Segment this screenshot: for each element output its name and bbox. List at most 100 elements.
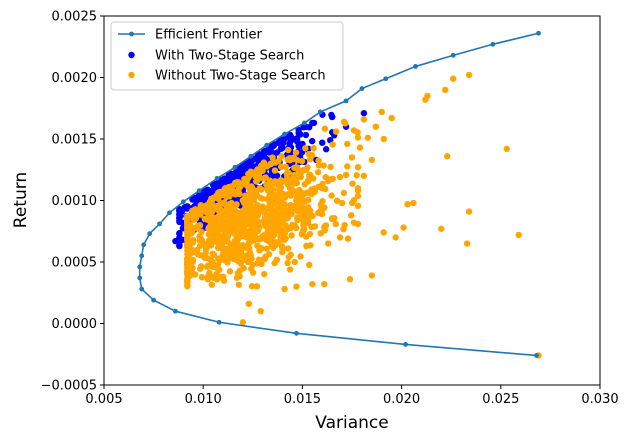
without-two-stage-point xyxy=(350,219,358,226)
with-two-stage-point xyxy=(178,207,185,214)
with-two-stage-point xyxy=(309,119,316,127)
without-two-stage-point xyxy=(248,283,256,290)
without-two-stage-point xyxy=(246,200,253,207)
without-two-stage-point xyxy=(380,135,387,143)
y-axis-ticks: −0.0005 0.0000 0.0005 0.0010 0.0015 0.0020 0.0… xyxy=(41,10,104,394)
without-two-stage-point xyxy=(205,207,213,214)
without-two-stage-point xyxy=(214,244,222,252)
without-two-stage-point xyxy=(239,319,247,326)
efficient-frontier-marker xyxy=(490,41,496,47)
without-two-stage-point xyxy=(294,216,301,224)
with-two-stage-point xyxy=(322,146,330,153)
legend-frontier-marker-icon xyxy=(129,31,134,37)
without-two-stage-point xyxy=(311,223,319,230)
efficient-frontier-marker xyxy=(317,109,323,115)
without-two-stage-point xyxy=(278,210,285,217)
with-two-stage-point xyxy=(360,109,368,117)
without-two-stage-point xyxy=(253,283,261,290)
without-two-stage-point xyxy=(283,215,291,222)
without-two-stage-point xyxy=(350,127,358,134)
efficient-frontier-marker xyxy=(359,86,365,91)
without-two-stage-point xyxy=(235,179,242,186)
without-two-stage-point xyxy=(248,265,255,273)
efficient-frontier-marker xyxy=(264,142,270,148)
legend-label-frontier: Efficient Frontier xyxy=(155,28,262,43)
without-two-stage-point xyxy=(304,164,311,171)
without-two-stage-point xyxy=(449,75,457,82)
y-axis-label: Return xyxy=(11,172,31,228)
with-two-stage-point xyxy=(302,131,310,139)
efficient-frontier-line xyxy=(138,32,539,357)
efficient-frontier-marker xyxy=(173,308,178,314)
without-two-stage-point xyxy=(277,163,285,170)
without-two-stage-point xyxy=(231,238,238,245)
with-two-stage-point xyxy=(308,137,316,145)
without-two-stage-point xyxy=(264,195,271,203)
efficient-frontier-marker xyxy=(294,330,299,336)
without-two-stage-point xyxy=(305,211,312,218)
without-two-stage-point xyxy=(261,270,268,278)
y-tick-label: 0.0005 xyxy=(52,256,98,271)
without-two-stage-point xyxy=(285,146,292,154)
efficient-frontier-marker xyxy=(214,175,220,181)
with-two-stage-point xyxy=(328,113,336,121)
without-two-stage-point xyxy=(260,159,268,166)
without-two-stage-point xyxy=(332,128,340,135)
without-two-stage-point xyxy=(275,157,282,165)
without-two-stage-point xyxy=(315,162,323,169)
without-two-stage-point xyxy=(315,157,322,164)
without-two-stage-point xyxy=(252,178,260,185)
without-two-stage-point xyxy=(279,248,286,256)
without-two-stage-point xyxy=(349,180,356,187)
without-two-stage-point xyxy=(442,86,449,94)
without-two-stage-point xyxy=(219,252,226,259)
efficient-frontier-marker xyxy=(196,188,202,194)
without-two-stage-point xyxy=(204,276,212,283)
without-two-stage-point xyxy=(256,184,263,192)
without-two-stage-point xyxy=(286,157,294,164)
without-two-stage-point xyxy=(282,222,289,229)
without-two-stage-point xyxy=(235,281,243,288)
efficient-frontier-marker xyxy=(536,30,541,36)
without-two-stage-point xyxy=(354,202,362,209)
without-two-stage-point xyxy=(258,260,265,268)
without-two-stage-point xyxy=(264,227,271,235)
without-two-stage-point xyxy=(184,240,191,248)
x-tick-label: 0.015 xyxy=(284,392,321,407)
without-two-stage-point xyxy=(210,237,217,245)
efficient-frontier-marker xyxy=(157,221,162,227)
without-two-stage-point xyxy=(211,231,219,239)
without-two-stage-point xyxy=(293,194,301,201)
without-two-stage-point xyxy=(276,215,283,223)
with-two-stage-point xyxy=(176,215,183,223)
without-two-stage-point xyxy=(503,145,510,153)
without-two-stage-point xyxy=(197,265,204,272)
without-two-stage-point xyxy=(321,223,328,230)
with-two-stage-point xyxy=(319,139,326,146)
with-two-stage-point xyxy=(209,187,216,195)
without-two-stage-point xyxy=(288,232,295,239)
without-two-stage-point xyxy=(308,151,316,159)
legend-box xyxy=(110,21,344,91)
without-two-stage-point xyxy=(270,186,277,193)
without-two-stage-point xyxy=(269,159,277,166)
without-two-stage-point xyxy=(309,280,316,288)
without-two-stage-point xyxy=(321,125,329,132)
without-two-stage-point xyxy=(184,233,191,241)
without-two-stage-point xyxy=(271,167,279,174)
without-two-stage-point xyxy=(515,231,522,239)
without-two-stage-point xyxy=(184,251,191,258)
efficient-frontier-marker xyxy=(139,253,145,259)
without-two-stage-point xyxy=(206,269,213,277)
without-two-stage-point xyxy=(287,201,294,209)
without-two-stage-point xyxy=(310,145,317,152)
without-two-stage-point xyxy=(388,114,395,122)
with-two-stage-point xyxy=(295,126,302,134)
without-two-stage-point xyxy=(297,253,304,260)
without-two-stage-point xyxy=(306,261,313,269)
without-two-stage-point xyxy=(360,172,368,180)
without-two-stage-point xyxy=(236,184,243,191)
without-two-stage-point xyxy=(332,220,340,228)
legend-label-without: Without Two-Stage Search xyxy=(155,69,326,84)
without-two-stage-point xyxy=(197,252,204,259)
